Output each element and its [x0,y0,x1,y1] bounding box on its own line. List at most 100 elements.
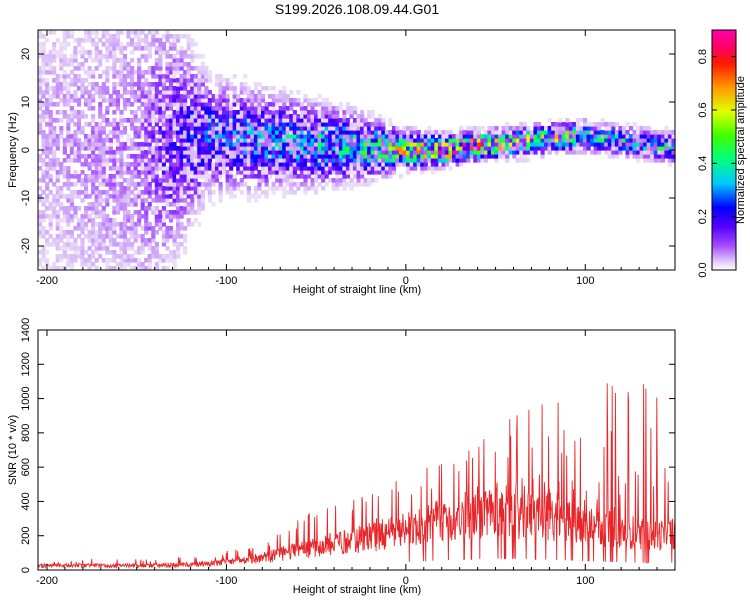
spectrogram-cell [611,142,616,147]
spectrogram-cell [130,70,135,75]
spectrogram-cell [197,102,202,107]
spectrogram-cell [80,262,85,267]
spectrogram-cell [317,118,322,123]
spectrogram-cell [62,138,67,143]
spectrogram-cell [331,162,336,167]
spectrogram-cell [165,174,170,179]
spectrogram-cell [342,174,347,179]
spectrogram-cell [122,98,128,103]
spectrogram-cell [108,218,113,223]
spectrogram-cell [321,150,326,155]
spectrogram-cell [275,126,280,131]
spectrogram-cell [278,122,283,127]
spectrogram-cell [38,222,43,227]
spectrogram-cell [112,258,117,263]
spectrogram-cell [505,138,510,143]
spectrogram-cell [643,146,648,151]
spectrogram-cell [349,166,354,171]
spectrogram-cell [321,102,326,107]
spectrogram-cell [176,242,181,247]
spectrogram-cell [69,30,74,35]
spectrogram-cell [352,166,358,171]
spectrogram-cell [554,130,559,135]
spectrogram-cell [200,146,205,151]
spectrogram-cell [101,166,106,171]
spectrogram-cell [268,122,273,127]
spectrogram-cell [193,82,198,87]
spectrogram-cell [342,122,347,127]
spectrogram-cell [55,138,60,143]
spectrogram-cell [352,142,358,147]
spectrogram-cell [282,142,287,147]
spectrogram-cell [98,194,103,199]
spectrogram-cell [292,130,297,135]
spectrogram-cell [636,138,641,143]
spectrogram-cell [126,170,131,175]
spectrogram-cell [165,202,170,207]
spectrogram-cell [352,158,358,163]
spectrogram-cell [621,134,627,139]
spectrogram-cell [190,146,195,151]
spectrogram-cell [636,150,641,155]
spectrogram-cell [80,114,85,119]
spectrogram-cell [335,130,340,135]
spectrogram-cell [73,46,78,51]
spectrogram-cell [579,134,584,139]
spectrogram-cell [338,106,343,111]
spectrogram-cell [176,234,181,239]
spectrogram-cell [101,118,106,123]
spectrogram-cell [207,142,213,147]
spectrogram-cell [653,146,658,151]
spectrogram-cell [268,174,273,179]
spectrogram-cell [310,142,315,147]
spectrogram-cell [76,78,82,83]
spectrogram-cell [218,166,223,171]
spectrogram-cell [59,170,64,175]
spectrogram-cell [406,134,411,139]
spectrogram-cell [331,178,336,183]
spectrogram-cell [363,162,368,167]
spectrogram-cell [232,102,237,107]
spectrogram-cell [108,38,113,43]
spectrogram-cell [122,266,128,271]
spectrogram-cell [105,50,110,55]
spectrogram-cell [101,258,106,263]
spectrogram-cell [331,150,336,155]
spectrogram-cell [388,174,393,179]
spectrogram-cell [522,146,527,151]
spectrogram-cell [268,118,273,123]
spectrogram-cell [483,154,489,159]
spectrogram-cell [501,134,506,139]
spectrogram-cell [303,154,308,159]
spectrogram-cell [285,178,290,183]
spectrogram-cell [190,122,195,127]
spectrogram-cell [165,50,170,55]
spectrogram-cell [158,114,163,119]
spectrogram-cell [101,54,106,59]
spectrogram-cell [190,158,195,163]
spectrogram-cell [105,42,110,47]
spectrogram-cell [367,134,372,139]
spectrogram-cell [296,118,301,123]
spectrogram-cell [190,82,195,87]
spectrogram-cell [222,78,227,83]
spectrogram-cell [204,182,209,187]
spectrogram-cell [179,66,184,71]
spectrogram-cell [147,162,152,167]
spectrogram-cell [161,186,166,191]
spectrogram-cell [112,134,117,139]
spectrogram-cell [466,134,471,139]
spectrogram-cell [176,98,181,103]
spectrogram-cell [650,158,655,163]
spectrogram-cell [119,114,124,119]
spectrogram-cell [133,34,138,39]
colorbar-ticks: 0.00.20.40.60.8 [697,49,736,278]
spectrogram-cell [154,94,159,99]
spectrogram-cell [165,102,170,107]
spectrogram-cell [91,230,96,235]
spectrogram-cell [600,134,605,139]
spectrogram-cell [664,138,669,143]
spectrogram-cell [214,98,220,103]
spectrogram-cell [101,90,106,95]
spectrogram-cell [483,146,489,151]
